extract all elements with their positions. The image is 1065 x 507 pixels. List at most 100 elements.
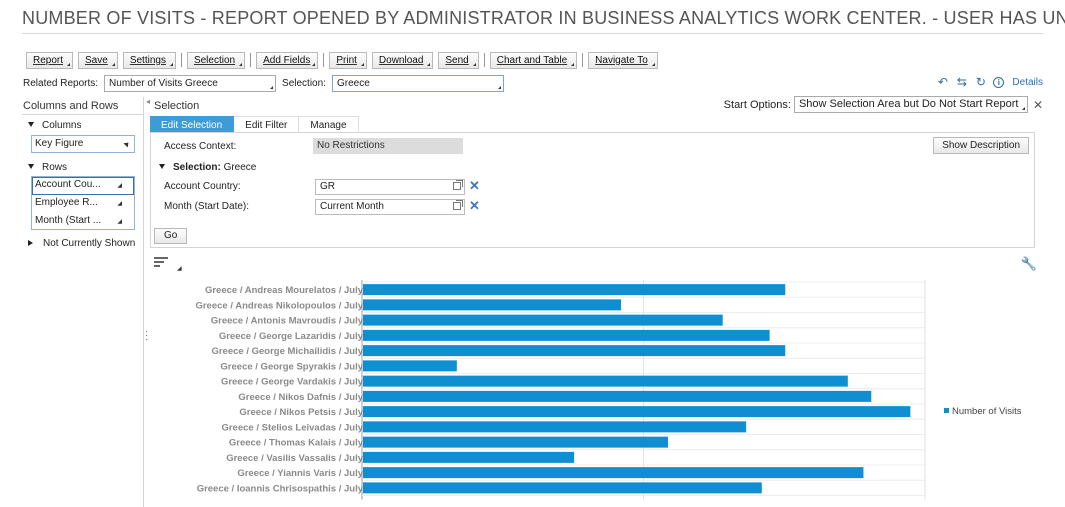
save-button[interactable]: Save (78, 51, 118, 69)
key-figure-field[interactable]: Key Figure (31, 135, 135, 153)
category-label: Greece / George Spyrakis / July (220, 361, 363, 372)
wrench-icon[interactable]: 🔧 (1020, 256, 1037, 271)
chart-legend: Number of Visits (944, 406, 1022, 417)
expand-icon (159, 164, 165, 169)
legend-label[interactable]: Number of Visits (952, 406, 1022, 417)
sort-icon[interactable] (154, 257, 168, 269)
columns-node[interactable]: Columns (28, 120, 81, 131)
columns-rows-panel: Columns and Rows Columns Key Figure Rows… (22, 97, 144, 507)
delete-icon[interactable]: ✕ (469, 198, 480, 213)
delete-icon[interactable]: ✕ (469, 178, 480, 193)
add-fields-button[interactable]: Add Fields (256, 51, 319, 69)
bar[interactable] (363, 390, 872, 402)
selection-select[interactable]: Greece (331, 74, 504, 92)
bar[interactable] (363, 375, 848, 387)
bar[interactable] (363, 451, 575, 463)
bar[interactable] (363, 299, 622, 311)
bar[interactable] (363, 360, 457, 372)
category-label: Greece / Antonis Mavroudis / July (211, 316, 364, 327)
category-label: Greece / Ioannis Chrisospathis / July (197, 483, 364, 494)
related-reports-select[interactable]: Number of Visits Greece (104, 74, 277, 92)
bar[interactable] (363, 314, 723, 326)
access-context-label: Access Context: (164, 141, 237, 152)
download-button[interactable]: Download (371, 51, 434, 69)
category-label: Greece / Andreas Nikolopoulos / July (195, 300, 363, 311)
toolbar-separator (180, 53, 182, 67)
toolbar-separator (323, 53, 325, 67)
rows-node[interactable]: Rows (28, 162, 67, 173)
undo-icon[interactable]: ↶ (937, 75, 948, 89)
start-options: Start Options: Show Selection Area but D… (724, 96, 1043, 113)
tab-edit-filter[interactable]: Edit Filter (234, 116, 300, 133)
not-currently-shown-node[interactable]: Not Currently Shown (28, 238, 135, 249)
category-label: Greece / Vasilis Vassalis / July (226, 453, 364, 464)
month-start-date-value: Current Month (320, 201, 384, 212)
rows-label: Rows (42, 162, 68, 173)
details-link[interactable]: Details (1012, 77, 1043, 88)
account-country-input[interactable]: GR (315, 179, 465, 195)
month-start-date-input[interactable]: Current Month (315, 199, 465, 215)
chart-and-table-button[interactable]: Chart and Table (489, 51, 578, 69)
go-button[interactable]: Go (154, 228, 188, 244)
expand-icon (28, 122, 34, 127)
category-label: Greece / Stelios Leivadas / July (221, 422, 363, 433)
chart-category-labels: Greece / Andreas Mourelatos / July Greece… (195, 285, 363, 494)
category-label: Greece / George Michailidis / July (211, 346, 363, 357)
account-country-field[interactable]: Account Cou... (32, 177, 134, 195)
category-label: Greece / Nikos Petsis / July (239, 407, 363, 418)
selection-title: Selection (154, 100, 200, 112)
collapse-icon (28, 240, 33, 246)
value-help-icon[interactable] (453, 200, 463, 210)
category-label: Greece / Yiannis Varis / July (237, 468, 363, 479)
show-description-button[interactable]: Show Description (933, 137, 1029, 154)
category-label: Greece / George Lazaridis / July (219, 331, 364, 342)
tab-manage[interactable]: Manage (299, 116, 359, 133)
toolbar: Report Save Settings Selection Add Field… (26, 51, 663, 69)
start-options-select[interactable]: Show Selection Area but Do Not Start Rep… (793, 96, 1028, 113)
bar[interactable] (363, 406, 911, 418)
close-icon[interactable]: ✕ (1032, 97, 1043, 112)
selection-label: Selection: (282, 77, 326, 89)
account-country-label: Account Country: (164, 181, 241, 192)
toolbar-separator (250, 53, 252, 67)
drag-handle-icon[interactable]: · · · (145, 326, 149, 345)
bar[interactable] (363, 421, 747, 433)
swap-axes-icon[interactable]: ⇆ (956, 75, 967, 89)
account-country-value: GR (320, 181, 335, 192)
bar[interactable] (363, 284, 786, 296)
toolbar-separator (483, 53, 485, 67)
selection-name: Greece (223, 162, 257, 173)
month-start-field[interactable]: Month (Start ... (32, 213, 134, 231)
bar[interactable] (363, 345, 786, 357)
send-button[interactable]: Send (438, 51, 479, 69)
bar[interactable] (363, 467, 864, 479)
sort-dropdown-icon[interactable]: ◢ (177, 266, 182, 272)
bar[interactable] (363, 329, 770, 341)
info-icon[interactable]: i (993, 77, 1005, 88)
selection-button[interactable]: Selection (186, 51, 246, 69)
selection-header[interactable]: Selection: Greece (159, 162, 256, 173)
category-label: Greece / George Vardakis / July (221, 377, 364, 388)
toolbar-separator (582, 53, 584, 67)
navigate-to-button[interactable]: Navigate To (588, 51, 658, 69)
refresh-icon[interactable]: ↻ (975, 75, 986, 89)
access-context-value: No Restrictions (313, 138, 463, 154)
category-label: Greece / Nikos Dafnis / July (238, 392, 363, 403)
bar[interactable] (363, 436, 668, 448)
tab-edit-selection[interactable]: Edit Selection (150, 116, 235, 133)
not-currently-shown-label: Not Currently Shown (43, 238, 136, 249)
value-help-icon[interactable] (453, 180, 463, 190)
category-label: Greece / Thomas Kalais / July (229, 438, 364, 449)
expand-icon (28, 164, 34, 169)
settings-button[interactable]: Settings (122, 51, 176, 69)
employee-responsible-field[interactable]: Employee R... (32, 195, 134, 213)
category-label: Greece / Andreas Mourelatos / July (205, 285, 364, 296)
selection-area: Access Context: No Restrictions Show Des… (150, 132, 1035, 248)
print-button[interactable]: Print (329, 51, 367, 69)
report-button[interactable]: Report (26, 51, 74, 69)
bar[interactable] (363, 482, 762, 494)
month-start-date-label: Month (Start Date): (164, 201, 250, 212)
chart-bars (363, 284, 911, 494)
related-reports-row: Related Reports: Number of Visits Greece… (23, 74, 504, 92)
panel-splitter[interactable]: ◂ (146, 97, 151, 106)
